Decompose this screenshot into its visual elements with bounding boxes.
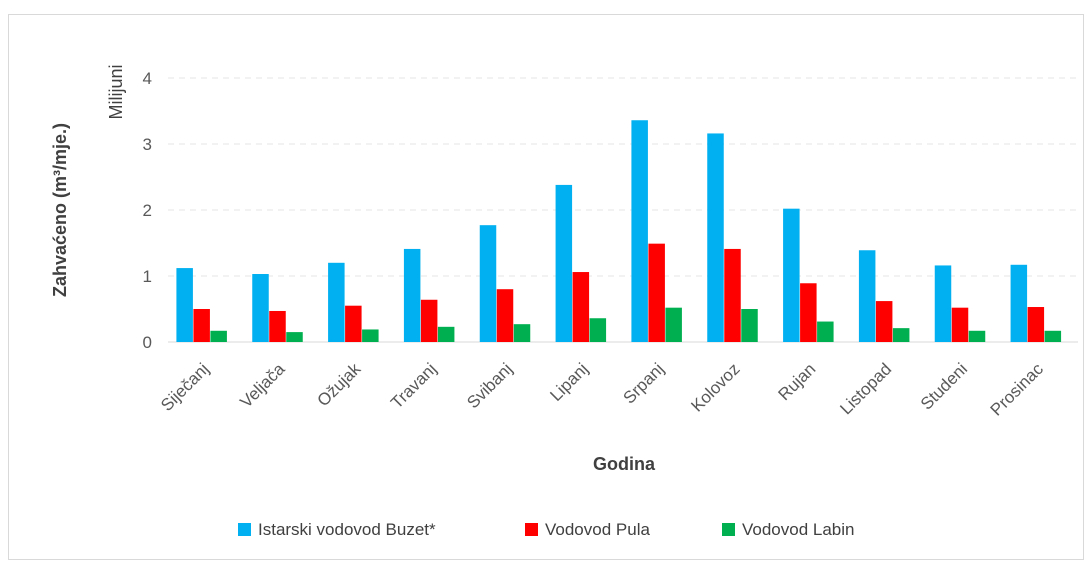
x-tick-label: Veljača — [236, 359, 289, 412]
x-tick-label: Studeni — [917, 359, 971, 413]
bar-buzet — [934, 265, 952, 342]
bar-labin — [286, 332, 303, 342]
bar-labin — [741, 309, 758, 342]
y-axis-title: Zahvaćeno (m³/mje.) — [50, 123, 70, 297]
bar-pula — [875, 301, 893, 342]
bar-pula — [496, 289, 514, 342]
x-tick-label: Lipanj — [546, 359, 592, 405]
legend-label: Istarski vodovod Buzet* — [258, 520, 436, 539]
y-axis-unit: Milijuni — [106, 64, 126, 119]
bar-pula — [269, 310, 286, 342]
bar-labin — [665, 307, 682, 342]
y-tick-label: 2 — [143, 201, 152, 220]
legend: Istarski vodovod Buzet* Vodovod Pula Vodov… — [238, 520, 855, 539]
y-tick-label: 0 — [143, 333, 152, 352]
bar-buzet — [176, 268, 193, 342]
y-tick-label: 4 — [143, 69, 152, 88]
bar-pula — [724, 248, 741, 342]
bar-labin — [437, 326, 455, 342]
bar-buzet — [858, 250, 876, 342]
bar-labin — [589, 318, 607, 342]
bar-buzet — [555, 184, 573, 342]
bar-labin — [362, 329, 379, 342]
bar-pula — [1027, 307, 1045, 342]
legend-swatch — [525, 523, 538, 536]
bar-pula — [951, 307, 969, 342]
bar-buzet — [252, 274, 269, 342]
legend-swatch — [722, 523, 735, 536]
x-tick-label: Siječanj — [157, 359, 213, 415]
x-tick-label: Ožujak — [314, 359, 365, 410]
bar-buzet — [479, 225, 497, 342]
x-axis-title: Godina — [593, 454, 656, 474]
bar-buzet — [631, 120, 648, 343]
bar-pula — [193, 309, 210, 342]
x-tick-label: Kolovoz — [687, 359, 743, 415]
x-tick-label: Travanj — [387, 359, 440, 412]
bar-labin — [892, 328, 910, 342]
bar-pula — [648, 243, 665, 342]
bars — [176, 120, 1062, 343]
bar-pula — [572, 272, 590, 342]
bar-pula — [420, 299, 438, 342]
y-tick-label: 1 — [143, 267, 152, 286]
bar-buzet — [1010, 264, 1028, 342]
x-tick-label: Listopad — [836, 359, 895, 418]
bar-labin — [513, 324, 531, 342]
bar-buzet — [403, 248, 421, 342]
bar-pula — [345, 305, 362, 342]
y-tick-label: 3 — [143, 135, 152, 154]
bar-labin — [817, 321, 834, 342]
bar-labin — [1044, 330, 1062, 342]
x-tick-label: Svibanj — [463, 359, 516, 412]
y-tick-labels: 0 1 2 3 4 — [143, 69, 152, 352]
bar-buzet — [328, 262, 345, 342]
legend-swatch — [238, 523, 251, 536]
bar-pula — [800, 283, 817, 342]
x-tick-label: Srpanj — [620, 359, 668, 407]
x-tick-label: Rujan — [775, 359, 820, 404]
legend-label: Vodovod Pula — [545, 520, 650, 539]
bar-labin — [968, 330, 986, 342]
bar-labin — [210, 330, 227, 342]
bar-buzet — [707, 133, 724, 342]
x-tick-label: Prosinac — [987, 359, 1048, 420]
bar-buzet — [783, 208, 800, 342]
x-tick-labels: Siječanj Veljača Ožujak Travanj Svibanj Lipan… — [157, 359, 1047, 420]
gridlines — [168, 77, 1078, 343]
legend-label: Vodovod Labin — [742, 520, 855, 539]
